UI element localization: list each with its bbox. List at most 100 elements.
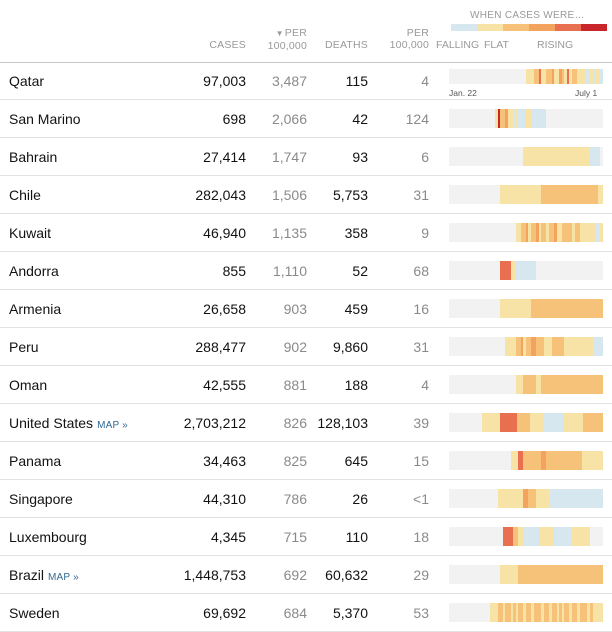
trend-cell <box>479 261 483 280</box>
column-header-cases-per-100k[interactable]: ▼PER 100,000 <box>268 27 307 52</box>
trend-cell <box>454 603 457 622</box>
table-row[interactable]: United States MAP » 2,703,212 826 128,103… <box>0 404 612 442</box>
table-row[interactable]: Singapore 44,310 786 26 <1 <box>0 480 612 518</box>
trend-cell <box>456 413 460 432</box>
trend-cell <box>582 337 585 356</box>
trend-cell <box>454 451 457 470</box>
cases-per-100k-value: 684 <box>283 605 307 621</box>
table-row[interactable]: Oman 42,555 881 188 4 <box>0 366 612 404</box>
cases-per-100k-value: 1,747 <box>271 149 307 165</box>
table-row[interactable]: Armenia 26,658 903 459 16 <box>0 290 612 328</box>
trend-cell <box>552 413 556 432</box>
trend-cell <box>495 489 498 508</box>
country-label: Panama <box>9 453 62 469</box>
trend-cell <box>572 337 575 356</box>
trend-cell <box>507 337 511 356</box>
table-row[interactable]: Panama 34,463 825 645 15 <box>0 442 612 480</box>
table-row[interactable]: Andorra 855 1,110 52 68 <box>0 252 612 290</box>
trend-cell <box>464 147 467 166</box>
trend-cell <box>525 109 529 128</box>
trend-cell <box>502 223 506 242</box>
trend-cell <box>495 451 498 470</box>
trend-cell <box>487 451 490 470</box>
trend-cell <box>492 109 496 128</box>
column-header-cases[interactable]: CASES <box>209 39 246 51</box>
trend-cell <box>518 185 521 204</box>
trend-cell <box>474 451 478 470</box>
trend-cell <box>451 109 455 128</box>
table-row[interactable]: Bahrain 27,414 1,747 93 6 <box>0 138 612 176</box>
trend-cell <box>600 109 603 128</box>
trend-cell <box>597 603 601 622</box>
trend-cell <box>513 603 516 622</box>
table-row[interactable]: Chile 282,043 1,506 5,753 31 <box>0 176 612 214</box>
trend-cell <box>582 147 585 166</box>
trend-cell <box>595 603 598 622</box>
trend-cell <box>515 451 519 470</box>
table-row[interactable]: Brazil MAP » 1,448,753 692 60,632 29 <box>0 556 612 594</box>
table-row[interactable]: San Marino 698 2,066 42 124 <box>0 100 612 138</box>
legend-swatch <box>503 24 529 31</box>
map-link[interactable]: MAP » <box>97 420 128 431</box>
trend-cell <box>466 489 470 508</box>
trend-cell <box>589 223 593 242</box>
trend-cell <box>505 147 508 166</box>
column-header-deaths-per-100k[interactable]: PER 100,000 <box>390 27 429 51</box>
table-row[interactable]: Kuwait 46,940 1,135 358 9 <box>0 214 612 252</box>
legend-label-rising: RISING <box>537 39 574 51</box>
trend-cell <box>548 337 552 356</box>
trend-cell <box>589 451 593 470</box>
cases-per-100k-value: 881 <box>283 377 307 393</box>
cases-value: 97,003 <box>203 73 246 89</box>
trend-cell <box>497 603 501 622</box>
trend-cell <box>587 147 590 166</box>
trend-cell <box>472 527 475 546</box>
trend-cell <box>536 565 539 584</box>
trend-cell <box>474 223 478 242</box>
country-name: Kuwait <box>9 225 51 241</box>
trend-cell <box>542 413 546 432</box>
trend-cell <box>546 299 549 318</box>
trend-cell <box>595 527 598 546</box>
country-label: Brazil <box>9 567 45 583</box>
table-row[interactable]: Qatar 97,003 3,487 115 4 Jan. 22 July 1 <box>0 62 612 100</box>
trend-cell <box>474 375 478 394</box>
trend-cell <box>510 261 514 280</box>
trend-cell <box>592 527 596 546</box>
trend-cell <box>523 109 526 128</box>
trend-cell <box>574 109 578 128</box>
column-header-deaths[interactable]: DEATHS <box>324 39 368 51</box>
legend-swatch <box>451 24 477 31</box>
country-label: Luxembourg <box>9 529 87 545</box>
trend-cell <box>554 299 557 318</box>
trend-cell <box>505 565 508 584</box>
table-row[interactable]: Peru 288,477 902 9,860 31 <box>0 328 612 366</box>
trend-cell <box>507 147 511 166</box>
trend-cell <box>464 603 467 622</box>
trend-cell <box>492 413 495 432</box>
trend-cell <box>580 413 584 432</box>
trend-cell <box>472 451 475 470</box>
trend-cell <box>486 413 490 432</box>
trend-cell <box>518 261 521 280</box>
trend-cell <box>531 69 534 84</box>
map-link[interactable]: MAP » <box>48 572 79 583</box>
trend-cell <box>515 603 519 622</box>
trend-cell <box>533 223 537 242</box>
trend-cell <box>574 299 578 318</box>
trend-cell <box>590 413 594 432</box>
country-label: Kuwait <box>9 225 52 241</box>
trend-cell <box>451 261 455 280</box>
trend-cell <box>510 451 514 470</box>
trend-cell <box>533 261 537 280</box>
trend-cell <box>456 109 460 128</box>
table-row[interactable]: Luxembourg 4,345 715 110 18 <box>0 518 612 556</box>
trend-cell <box>484 337 488 356</box>
trend-cell <box>454 69 457 84</box>
table-row[interactable]: Sweden 69,692 684 5,370 53 <box>0 594 612 632</box>
cases-value: 26,658 <box>203 301 246 317</box>
deaths-per-100k-value: 31 <box>413 187 429 203</box>
trend-cell <box>466 147 470 166</box>
trend-cell <box>577 337 580 356</box>
trend-cell <box>589 109 593 128</box>
